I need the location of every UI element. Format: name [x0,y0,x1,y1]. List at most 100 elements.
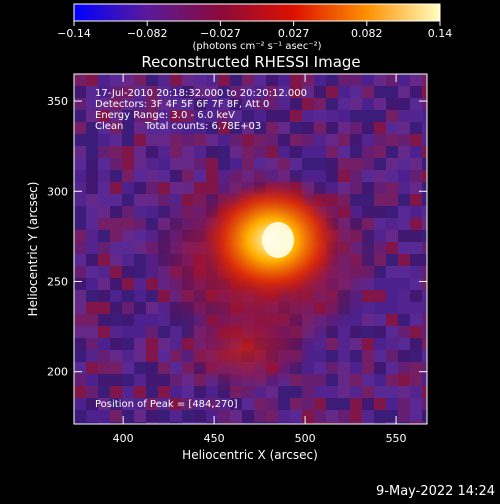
heatmap-cell [386,86,398,98]
heatmap-cell [98,74,110,86]
heatmap-cell [398,410,410,422]
heatmap-cell [362,74,374,86]
heatmap-cell [290,386,302,398]
heatmap-cell [302,134,314,146]
heatmap-cell [134,314,146,326]
heatmap-cell [122,386,134,398]
heatmap-cell [362,182,374,194]
heatmap-cell [386,230,398,242]
heatmap-cell [266,122,278,134]
heatmap-cell [122,182,134,194]
heatmap-cell [326,146,338,158]
heatmap-cell [422,218,427,230]
heatmap-cell [374,422,386,424]
heatmap-cell [110,242,122,254]
heatmap-cell [206,110,218,122]
heatmap-cell [230,110,242,122]
heatmap-cell [98,218,110,230]
heatmap-cell [218,134,230,146]
heatmap-cell [350,386,362,398]
heatmap-cell [410,110,422,122]
heatmap-cell [86,386,98,398]
detectors-text: Detectors: 3F 4F 5F 6F 7F 8F, Att 0 [95,99,269,110]
heatmap-cell [422,134,427,146]
heatmap-cell [422,278,427,290]
heatmap-cell [74,146,86,158]
heatmap-cell [290,398,302,410]
heatmap-cell [134,290,146,302]
heatmap-cell [74,110,86,122]
heatmap-cell [410,422,422,424]
heatmap-cell [338,374,350,386]
heatmap-cell [374,338,386,350]
heatmap-cell [158,110,170,122]
heatmap-cell [386,98,398,110]
heatmap-cell [98,230,110,242]
heatmap-cell [398,386,410,398]
heatmap-cell [338,362,350,374]
peak-position-text: Position of Peak = [484,270] [95,399,238,410]
heatmap-cell [74,398,86,410]
heatmap-cell [170,326,182,338]
heatmap-cell [74,362,86,374]
time-range-text: 17-Jul-2010 20:18:32.000 to 20:20:12.000 [95,88,307,99]
heatmap-cell [218,410,230,422]
heatmap-cell [86,278,98,290]
heatmap-cell [146,362,158,374]
heatmap-cell [170,398,182,410]
heatmap-cell [410,410,422,422]
heatmap-cell [278,398,290,410]
heatmap-cell [410,398,422,410]
heatmap-cell [206,158,218,170]
heatmap-cell [98,110,110,122]
heatmap-cell [122,314,134,326]
heatmap-cell [374,206,386,218]
heatmap-cell [110,362,122,374]
heatmap-cell [74,242,86,254]
heatmap-cell [86,206,98,218]
heatmap-cell [122,350,134,362]
heatmap-cell [242,422,254,424]
heatmap-cell [242,122,254,134]
heatmap-cell [302,398,314,410]
heatmap-cell [398,230,410,242]
heatmap-cell [422,362,427,374]
heatmap-cell [146,158,158,170]
x-tick-label: 550 [386,432,407,445]
heatmap-cell [122,122,134,134]
heatmap-cell [374,134,386,146]
heatmap-cell [218,398,230,410]
heatmap-cell [86,374,98,386]
heatmap-cell [146,98,158,110]
heatmap-cell [374,374,386,386]
heatmap-cell [158,362,170,374]
heatmap-cell [278,98,290,110]
heatmap-cell [302,98,314,110]
heatmap-cell [326,362,338,374]
heatmap-cell [158,158,170,170]
heatmap-cell [218,122,230,134]
heatmap-cell [374,98,386,110]
heatmap-cell [134,230,146,242]
heatmap-cell [422,242,427,254]
heatmap-cell [398,170,410,182]
heatmap-cell [74,254,86,266]
heatmap-cell [422,326,427,338]
heatmap-cell [122,98,134,110]
heatmap-cell [278,86,290,98]
heatmap-cell [398,278,410,290]
heatmap-cell [338,134,350,146]
heatmap-cell [170,374,182,386]
heatmap-cell [266,98,278,110]
heatmap-cell [122,374,134,386]
heatmap-cell [206,98,218,110]
heatmap-cell [350,338,362,350]
colorbar-tick-label: 0.027 [278,27,310,40]
heatmap-cell [206,134,218,146]
heatmap-cell [98,386,110,398]
heatmap-cell [170,158,182,170]
heatmap-cell [86,74,98,86]
heatmap-cell [134,350,146,362]
heatmap-cell [122,74,134,86]
heatmap-cell [146,206,158,218]
